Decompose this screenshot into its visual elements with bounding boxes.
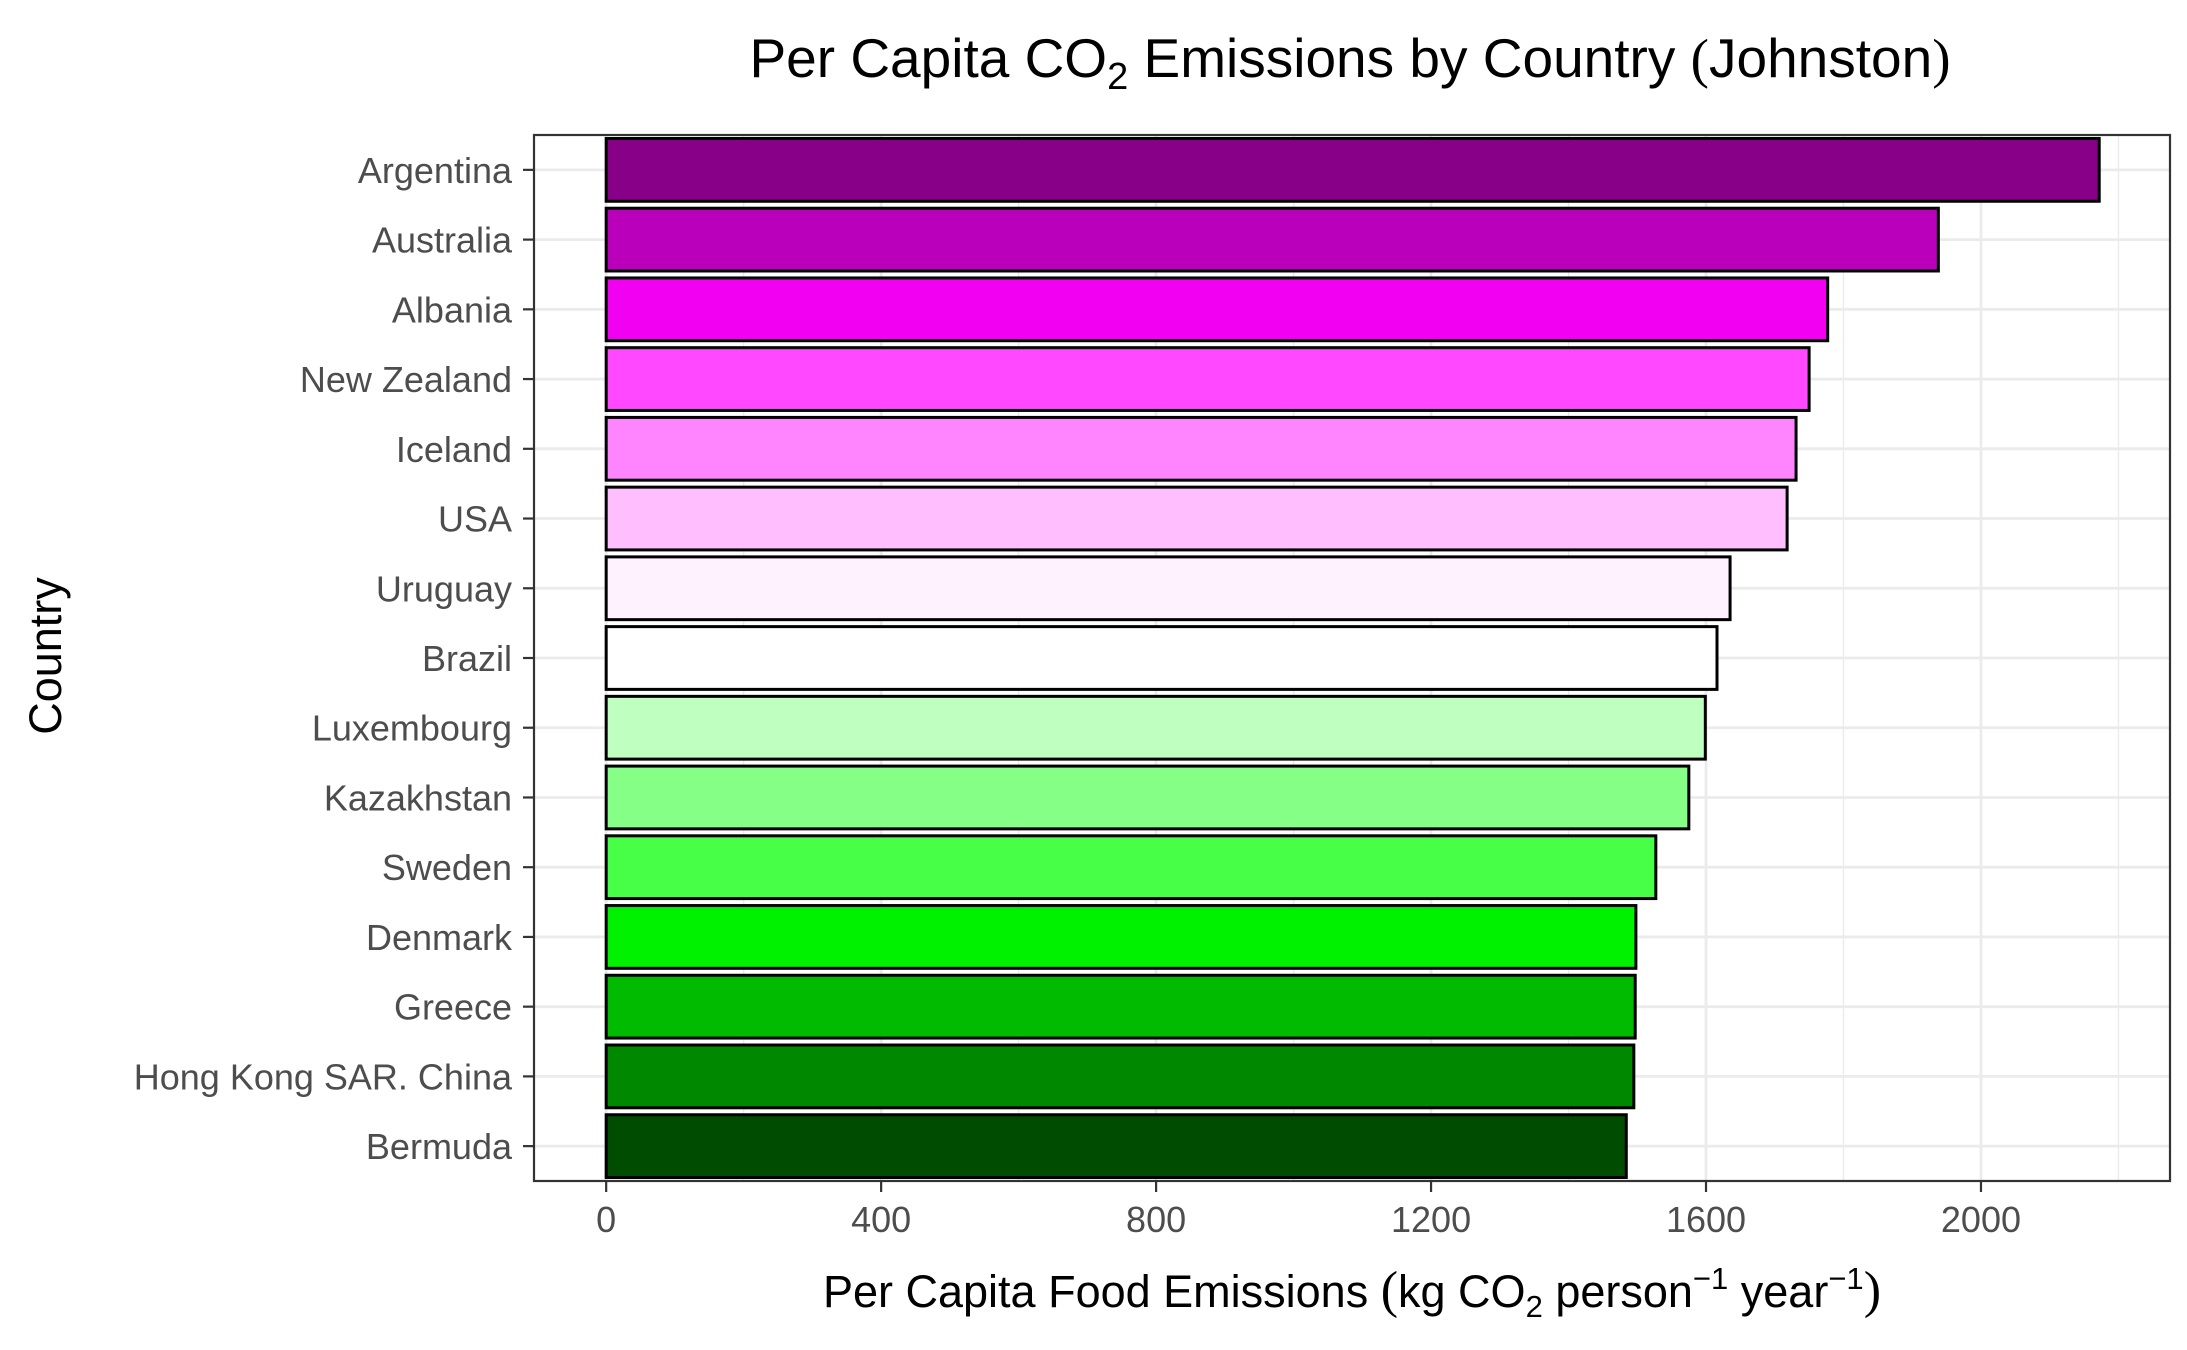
bar-sweden [604,834,1658,901]
x-axis-title-subscript: 2 [1526,1289,1543,1324]
x-axis-title-superscript-2: −1 [1828,1261,1863,1296]
bar-kazakhstan [604,764,1691,831]
x-tick-label: 800 [1126,1199,1186,1240]
y-tick-label: Argentina [358,150,513,191]
x-axis: 0 400 800 1200 1600 2000 [596,1181,2021,1240]
bar-hong-kong-sar-china [604,1043,1636,1110]
y-tick-label: Denmark [366,917,513,958]
x-tick-label: 2000 [1941,1199,2021,1240]
bar-bermuda [604,1113,1628,1180]
bars [604,136,2101,1180]
x-tick-label: 400 [851,1199,911,1240]
bar-iceland [604,415,1798,482]
bar-greece [604,973,1637,1040]
x-axis-title: Per Capita Food Emissions (kg CO2 person… [823,1261,1881,1324]
y-tick-label: Albania [392,289,513,330]
x-axis-title-paren-close: ) [1864,1262,1881,1319]
y-tick-label: Kazakhstan [324,777,512,818]
bar-usa [604,485,1789,552]
y-tick-label: Sweden [382,847,512,888]
x-axis-title-paren-open: ( [1381,1262,1398,1319]
y-tick-label: Uruguay [376,568,512,609]
y-tick-label: New Zealand [300,359,512,400]
bar-new-zealand [604,346,1811,412]
bar-australia [604,206,1940,273]
x-axis-title-year: year [1728,1266,1828,1317]
bar-luxembourg [604,694,1707,761]
chart-title-paren-close: ) [1932,28,1950,89]
bar-albania [604,276,1830,343]
y-tick-label: USA [438,499,512,540]
x-tick-label: 1600 [1666,1199,1746,1240]
bar-uruguay [604,555,1732,622]
y-tick-label: Brazil [422,638,512,679]
y-tick-label: Greece [394,987,512,1028]
chart-title-pre: Per Capita CO [749,27,1107,89]
bar-brazil [604,625,1719,691]
x-axis-title-person: person [1543,1266,1693,1317]
chart-title-paren-text: Johnston [1709,27,1932,89]
x-axis-title-kg: kg CO [1398,1266,1526,1317]
y-axis-title: Country [20,577,71,735]
y-tick-label: Australia [372,220,513,261]
y-tick-label: Hong Kong SAR. China [134,1056,513,1097]
bar-denmark [604,904,1638,970]
x-tick-label: 1200 [1391,1199,1471,1240]
chart-title-paren-open: ( [1691,28,1709,89]
y-tick-label: Luxembourg [312,708,512,749]
bar-argentina [604,136,2101,203]
chart-title-post: Emissions by Country [1128,27,1690,89]
y-axis: Argentina Australia Albania New Zealand Icel… [134,150,534,1167]
x-axis-title-superscript-1: −1 [1693,1261,1728,1296]
x-axis-title-pre: Per Capita Food Emissions [823,1266,1381,1317]
y-tick-label: Bermuda [366,1126,513,1167]
x-tick-label: 0 [596,1199,616,1240]
chart-title: Per Capita CO2 Emissions by Country (Joh… [749,27,1950,98]
chart-title-subscript: 2 [1107,56,1128,98]
y-tick-label: Iceland [396,429,512,470]
